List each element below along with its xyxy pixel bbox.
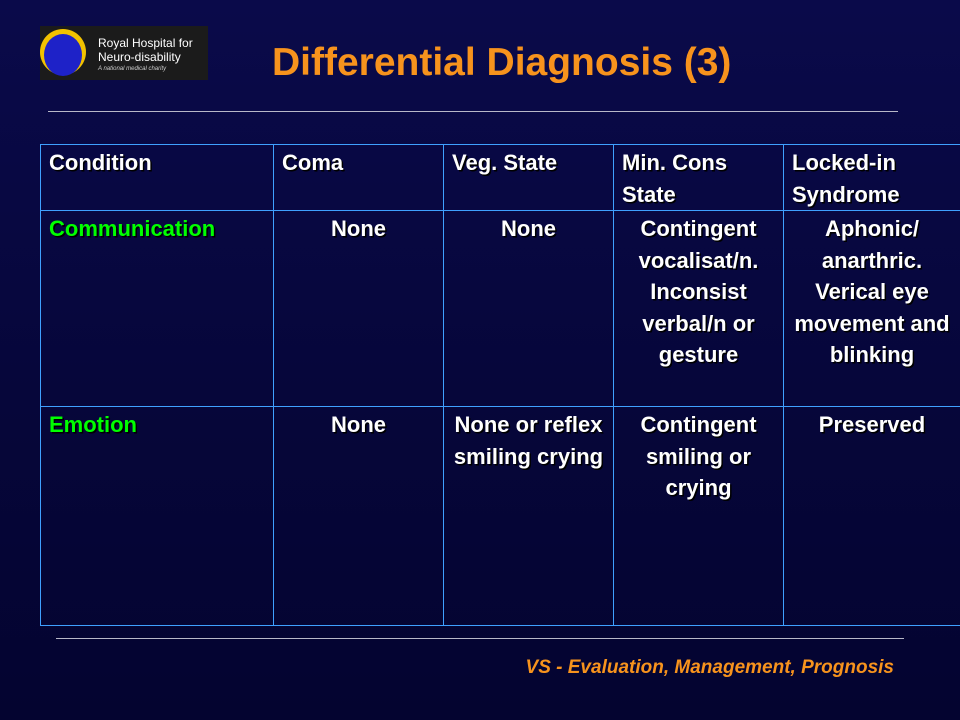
table-cell: None <box>273 210 444 407</box>
row-label-emotion: Emotion <box>40 406 274 626</box>
hospital-logo: Royal Hospital for Neuro-disability A na… <box>40 26 208 80</box>
row-label-communication: Communication <box>40 210 274 407</box>
footer-divider <box>56 638 904 639</box>
table-cell: Aphonic/ anarthric. Verical eye movement… <box>783 210 960 407</box>
table-cell: None or reflex smiling crying <box>443 406 614 626</box>
diagnosis-table: Condition Coma Veg. State Min. Cons Stat… <box>40 144 960 626</box>
table-cell: Preserved <box>783 406 960 626</box>
header-cell-locked-in: Locked-in Syndrome <box>783 144 960 211</box>
title-divider <box>48 111 898 112</box>
header-cell-min-cons-state: Min. Cons State <box>613 144 784 211</box>
table-row: Communication None None Contingent vocal… <box>40 210 960 407</box>
table-cell: Contingent vocalisat/n. Inconsist verbal… <box>613 210 784 407</box>
logo-text-line2: Neuro-disability <box>98 50 181 64</box>
header-cell-condition: Condition <box>40 144 274 211</box>
header-cell-veg-state: Veg. State <box>443 144 614 211</box>
logo-text-line1: Royal Hospital for <box>98 36 193 50</box>
table-header-row: Condition Coma Veg. State Min. Cons Stat… <box>40 144 960 211</box>
table-cell: None <box>273 406 444 626</box>
table-row: Emotion None None or reflex smiling cryi… <box>40 406 960 626</box>
table-cell: Contingent smiling or crying <box>613 406 784 626</box>
eclipse-logo-icon <box>40 29 86 76</box>
logo-tagline: A national medical charity <box>98 66 167 72</box>
table-cell: None <box>443 210 614 407</box>
footer-text: VS - Evaluation, Management, Prognosis <box>525 657 894 678</box>
slide-title: Differential Diagnosis (3) <box>272 41 732 84</box>
header-cell-coma: Coma <box>273 144 444 211</box>
